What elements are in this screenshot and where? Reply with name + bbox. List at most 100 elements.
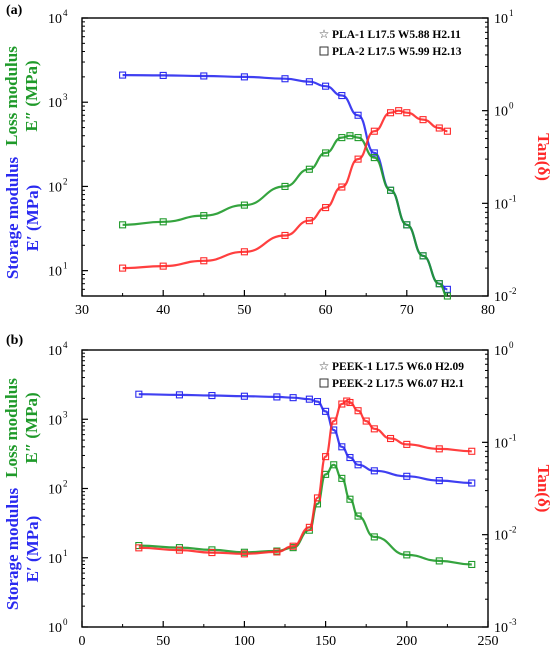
data-point-tan_delta [289,542,297,550]
data-point-tan_delta [305,217,313,225]
y-right-tick-base: 10 [494,12,508,27]
legend-entry: PLA-2 L17.5 W5.99 H2.13 [332,46,462,58]
data-point-storage [200,72,208,80]
y-left-tick-base: 10 [48,552,62,567]
legend-square-marker [319,46,329,56]
y-right-tick-base: 10 [494,436,508,451]
y-right-tick-exp: -1 [509,432,517,442]
legend-square-marker [319,378,329,388]
data-point-tan_delta [395,107,403,115]
data-point-tan_delta [240,248,248,256]
y-right-tick-base: 10 [494,344,508,359]
x-tick-label: 70 [400,303,414,318]
data-point-loss [370,154,378,162]
series-tan_delta [119,107,451,272]
y-right-tick-base: 10 [494,290,508,305]
data-point-tan_delta [322,204,330,212]
y-right-tick-exp: 1 [509,8,514,18]
y-right-tick-exp: -2 [509,286,517,296]
y-right-tick-exp: -3 [509,617,517,627]
x-tick-label: 60 [319,303,333,318]
data-point-storage [135,390,143,398]
legend-star-marker: ☆ [319,27,330,41]
series-line-storage [138,393,472,485]
loss-axis-label-line2: E″ (MPa) [22,60,41,131]
y-left-tick-base: 10 [48,621,62,636]
data-point-storage [346,453,354,462]
data-point-loss [443,292,451,300]
storage-axis-label-line1: Storage modulus [3,156,22,279]
data-point-loss [403,221,411,229]
data-point-loss [387,186,395,194]
series-line-loss [138,463,472,566]
data-point-tan_delta [435,124,443,132]
data-point-storage [281,75,289,83]
data-point-storage [354,111,362,119]
series-storage [135,390,476,487]
data-point-storage [305,395,313,403]
loss-axis-label-line1: Loss modulus [2,46,21,146]
data-point-tan_delta [200,257,208,265]
data-point-tan_delta [175,546,183,554]
data-point-tan_delta [370,425,378,433]
data-point-storage [322,407,330,415]
series-line-loss [122,134,448,298]
series-tan_delta [135,397,476,558]
data-point-storage [468,479,476,487]
data-point-storage [273,393,281,401]
data-point-loss [403,551,411,559]
data-point-loss [159,218,167,226]
storage-axis-label-line1: Storage modulus [3,487,22,610]
y-left-tick-base: 10 [48,96,62,111]
data-point-storage [240,392,248,400]
legend-star-marker: ☆ [319,359,330,373]
y-left-tick-exp: 1 [63,548,68,558]
data-point-storage [289,394,297,402]
data-point-tan_delta [322,453,330,461]
data-point-storage [240,73,248,81]
tan-axis-label: Tan(δ) [534,133,550,181]
storage-axis-label-line2: E′ (MPa) [23,185,42,252]
plot-frame [81,17,489,297]
data-point-loss [338,474,346,482]
y-right-tick-base: 10 [494,529,508,544]
data-point-loss [305,165,313,173]
data-point-storage [313,398,322,406]
data-point-loss [338,134,346,142]
data-point-storage [443,285,451,293]
panel-label: (a) [6,3,23,18]
y-left-tick-exp: 1 [63,261,68,271]
data-point-loss [354,512,362,520]
series-loss [119,132,451,300]
x-tick-label: 100 [234,634,255,649]
data-point-storage [435,477,443,485]
data-point-tan_delta [468,447,476,455]
y-left-tick-exp: 0 [63,617,68,627]
data-point-storage [305,78,313,86]
y-right-tick-exp: 0 [509,340,514,350]
tan-axis-label: Tan(δ) [534,465,550,513]
data-point-loss [419,252,427,260]
data-point-storage [370,149,378,157]
y-left-tick-exp: 3 [63,92,68,102]
data-point-tan_delta [354,407,362,415]
data-point-tan_delta [387,434,395,443]
x-tick-label: 50 [156,634,170,649]
data-point-storage [338,91,346,100]
y-left-tick-base: 10 [48,344,62,359]
y-left-tick-exp: 4 [63,8,68,18]
data-point-loss [322,149,330,157]
data-point-storage [208,391,216,400]
data-point-loss [281,182,289,190]
data-point-loss [370,533,378,541]
data-point-tan_delta [443,127,451,135]
panel-label: (b) [6,333,23,348]
data-point-loss [354,134,362,142]
plot-frame [81,349,489,628]
y-left-tick-base: 10 [48,265,62,280]
data-point-storage [322,82,330,90]
loss-axis-label-line2: E″ (MPa) [22,392,41,463]
data-point-storage [119,71,127,79]
x-tick-label: 80 [481,303,495,318]
